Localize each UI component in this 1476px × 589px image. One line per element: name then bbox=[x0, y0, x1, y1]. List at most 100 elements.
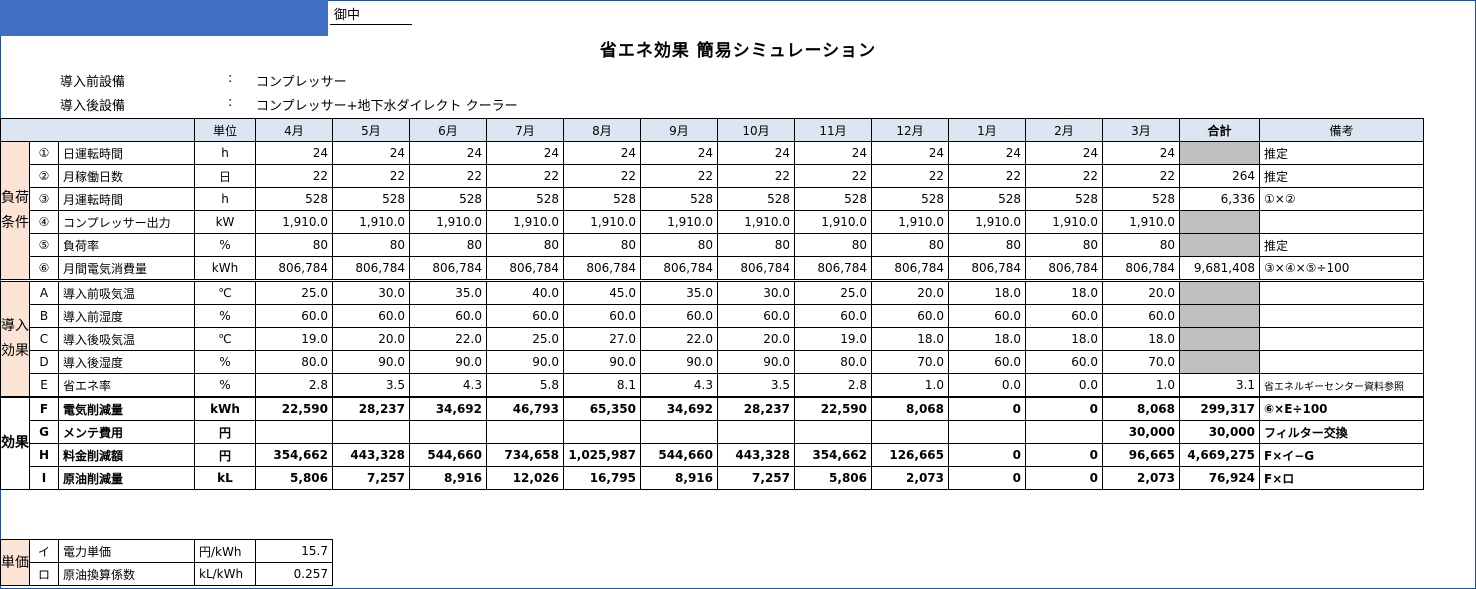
month-value[interactable]: 1,910.0 bbox=[1025, 210, 1103, 234]
month-value[interactable]: 806,784 bbox=[717, 256, 795, 281]
month-value[interactable]: 1,910.0 bbox=[717, 210, 795, 234]
month-value[interactable]: 5.8 bbox=[486, 373, 564, 398]
month-value[interactable]: 126,665 bbox=[871, 443, 949, 467]
month-value[interactable]: 80 bbox=[948, 233, 1026, 257]
month-value[interactable]: 70.0 bbox=[871, 350, 949, 374]
month-value[interactable]: 8,068 bbox=[871, 396, 949, 421]
month-value[interactable]: 528 bbox=[871, 187, 949, 211]
month-value[interactable]: 60.0 bbox=[409, 304, 487, 328]
month-value[interactable]: 80 bbox=[717, 233, 795, 257]
month-value[interactable] bbox=[948, 420, 1026, 444]
month-value[interactable]: 8,068 bbox=[1102, 396, 1180, 421]
month-value[interactable]: 3.5 bbox=[717, 373, 795, 398]
month-value[interactable]: 22,590 bbox=[255, 396, 333, 421]
month-value[interactable]: 528 bbox=[1025, 187, 1103, 211]
month-value[interactable]: 443,328 bbox=[717, 443, 795, 467]
month-value[interactable]: 19.0 bbox=[794, 327, 872, 351]
month-value[interactable]: 528 bbox=[486, 187, 564, 211]
month-value[interactable]: 1.0 bbox=[1102, 373, 1180, 398]
month-value[interactable] bbox=[563, 420, 641, 444]
month-value[interactable]: 28,237 bbox=[717, 396, 795, 421]
month-value[interactable]: 1,910.0 bbox=[332, 210, 410, 234]
month-value[interactable]: 30.0 bbox=[717, 279, 795, 305]
month-value[interactable]: 528 bbox=[409, 187, 487, 211]
month-value[interactable]: 80 bbox=[332, 233, 410, 257]
month-value[interactable]: 0 bbox=[1025, 396, 1103, 421]
month-value[interactable]: 25.0 bbox=[794, 279, 872, 305]
month-value[interactable]: 0.0 bbox=[1025, 373, 1103, 398]
month-value[interactable]: 24 bbox=[717, 141, 795, 165]
month-value[interactable]: 528 bbox=[1102, 187, 1180, 211]
month-value[interactable]: 90.0 bbox=[717, 350, 795, 374]
month-value[interactable] bbox=[871, 420, 949, 444]
row-total[interactable]: 9,681,408 bbox=[1179, 256, 1260, 281]
month-value[interactable]: 60.0 bbox=[1025, 350, 1103, 374]
month-value[interactable]: 24 bbox=[332, 141, 410, 165]
month-value[interactable]: 20.0 bbox=[1102, 279, 1180, 305]
month-value[interactable]: 806,784 bbox=[1102, 256, 1180, 281]
month-value[interactable]: 22,590 bbox=[794, 396, 872, 421]
month-value[interactable]: 27.0 bbox=[563, 327, 641, 351]
month-value[interactable]: 806,784 bbox=[871, 256, 949, 281]
month-value[interactable]: 1,910.0 bbox=[486, 210, 564, 234]
month-value[interactable]: 90.0 bbox=[486, 350, 564, 374]
row-total[interactable] bbox=[1179, 279, 1260, 305]
month-value[interactable]: 22 bbox=[948, 164, 1026, 188]
month-value[interactable]: 2,073 bbox=[871, 466, 949, 490]
month-value[interactable]: 96,665 bbox=[1102, 443, 1180, 467]
month-value[interactable]: 806,784 bbox=[255, 256, 333, 281]
month-value[interactable]: 20.0 bbox=[332, 327, 410, 351]
month-value[interactable]: 528 bbox=[717, 187, 795, 211]
row-total[interactable] bbox=[1179, 141, 1260, 165]
month-value[interactable]: 528 bbox=[640, 187, 718, 211]
month-value[interactable]: 8.1 bbox=[563, 373, 641, 398]
month-value[interactable]: 1,910.0 bbox=[255, 210, 333, 234]
month-value[interactable]: 80 bbox=[255, 233, 333, 257]
month-value[interactable]: 22 bbox=[332, 164, 410, 188]
row-total[interactable]: 76,924 bbox=[1179, 466, 1260, 490]
month-value[interactable]: 70.0 bbox=[1102, 350, 1180, 374]
month-value[interactable]: 30,000 bbox=[1102, 420, 1180, 444]
month-value[interactable]: 24 bbox=[563, 141, 641, 165]
month-value[interactable]: 7,257 bbox=[332, 466, 410, 490]
month-value[interactable]: 354,662 bbox=[794, 443, 872, 467]
row-total[interactable]: 6,336 bbox=[1179, 187, 1260, 211]
month-value[interactable]: 528 bbox=[563, 187, 641, 211]
month-value[interactable] bbox=[794, 420, 872, 444]
month-value[interactable] bbox=[1025, 420, 1103, 444]
month-value[interactable]: 806,784 bbox=[640, 256, 718, 281]
month-value[interactable]: 0 bbox=[1025, 443, 1103, 467]
month-value[interactable]: 0 bbox=[1025, 466, 1103, 490]
month-value[interactable]: 22 bbox=[794, 164, 872, 188]
month-value[interactable]: 45.0 bbox=[563, 279, 641, 305]
month-value[interactable]: 80 bbox=[1025, 233, 1103, 257]
month-value[interactable]: 4.3 bbox=[640, 373, 718, 398]
month-value[interactable]: 90.0 bbox=[332, 350, 410, 374]
month-value[interactable]: 24 bbox=[640, 141, 718, 165]
month-value[interactable]: 60.0 bbox=[948, 304, 1026, 328]
month-value[interactable]: 544,660 bbox=[640, 443, 718, 467]
month-value[interactable]: 528 bbox=[948, 187, 1026, 211]
month-value[interactable]: 2.8 bbox=[255, 373, 333, 398]
month-value[interactable]: 34,692 bbox=[409, 396, 487, 421]
month-value[interactable]: 18.0 bbox=[948, 327, 1026, 351]
month-value[interactable]: 24 bbox=[409, 141, 487, 165]
month-value[interactable]: 90.0 bbox=[563, 350, 641, 374]
month-value[interactable]: 34,692 bbox=[640, 396, 718, 421]
month-value[interactable]: 8,916 bbox=[409, 466, 487, 490]
month-value[interactable]: 2,073 bbox=[1102, 466, 1180, 490]
month-value[interactable]: 24 bbox=[871, 141, 949, 165]
month-value[interactable]: 22 bbox=[409, 164, 487, 188]
month-value[interactable]: 90.0 bbox=[409, 350, 487, 374]
month-value[interactable]: 22.0 bbox=[640, 327, 718, 351]
row-total[interactable] bbox=[1179, 233, 1260, 257]
month-value[interactable]: 24 bbox=[1102, 141, 1180, 165]
month-value[interactable]: 0 bbox=[948, 443, 1026, 467]
month-value[interactable]: 22 bbox=[486, 164, 564, 188]
month-value[interactable]: 80 bbox=[563, 233, 641, 257]
month-value[interactable]: 60.0 bbox=[640, 304, 718, 328]
row-total[interactable]: 30,000 bbox=[1179, 420, 1260, 444]
month-value[interactable] bbox=[640, 420, 718, 444]
month-value[interactable]: 80.0 bbox=[794, 350, 872, 374]
row-total[interactable] bbox=[1179, 210, 1260, 234]
